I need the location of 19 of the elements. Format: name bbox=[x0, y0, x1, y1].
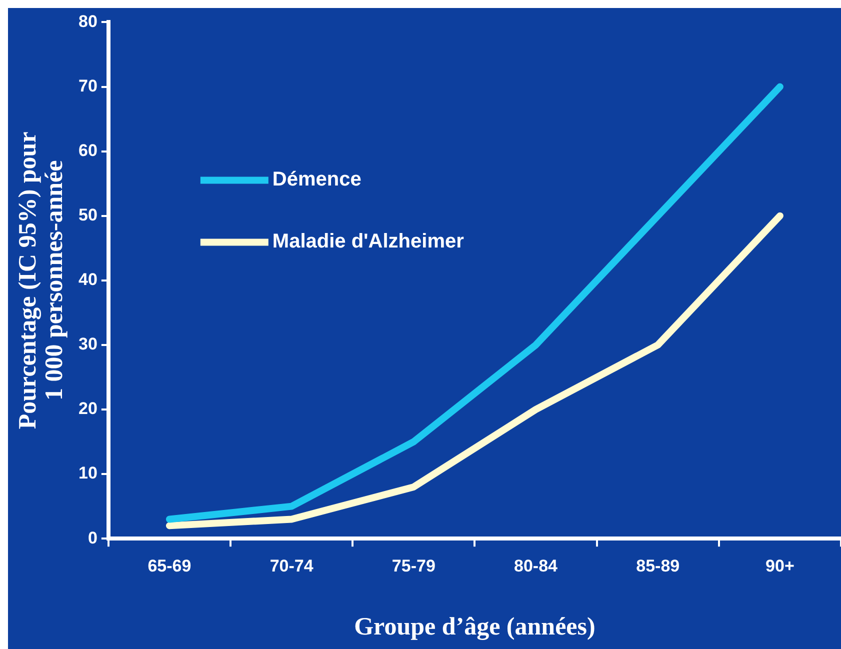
x-tick-label: 70-74 bbox=[270, 556, 314, 576]
x-axis-title: Groupe d’âge (années) bbox=[354, 613, 596, 640]
y-tick-label: 30 bbox=[78, 334, 98, 354]
x-tick-label: 85-89 bbox=[636, 556, 680, 576]
y-tick-label: 0 bbox=[88, 528, 98, 548]
y-axis-title: Pourcentage (IC 95%) pour 1 000 personnes-année bbox=[14, 132, 68, 430]
y-tick-label: 40 bbox=[78, 270, 98, 290]
y-tick-label: 50 bbox=[78, 206, 98, 225]
x-tick-label: 65-69 bbox=[148, 556, 192, 576]
x-tick-label: 80-84 bbox=[514, 556, 558, 576]
legend-label: Maladie d'Alzheimer bbox=[272, 230, 464, 253]
y-tick-label: 20 bbox=[78, 399, 98, 418]
x-tick-label: 90+ bbox=[766, 556, 794, 576]
legend-label: Démence bbox=[272, 168, 362, 191]
x-tick-label: 75-79 bbox=[392, 556, 436, 576]
y-tick-label: 60 bbox=[78, 140, 98, 160]
y-tick-label: 80 bbox=[78, 12, 98, 31]
y-tick-label: 70 bbox=[78, 76, 98, 96]
y-tick-label: 10 bbox=[78, 464, 98, 483]
